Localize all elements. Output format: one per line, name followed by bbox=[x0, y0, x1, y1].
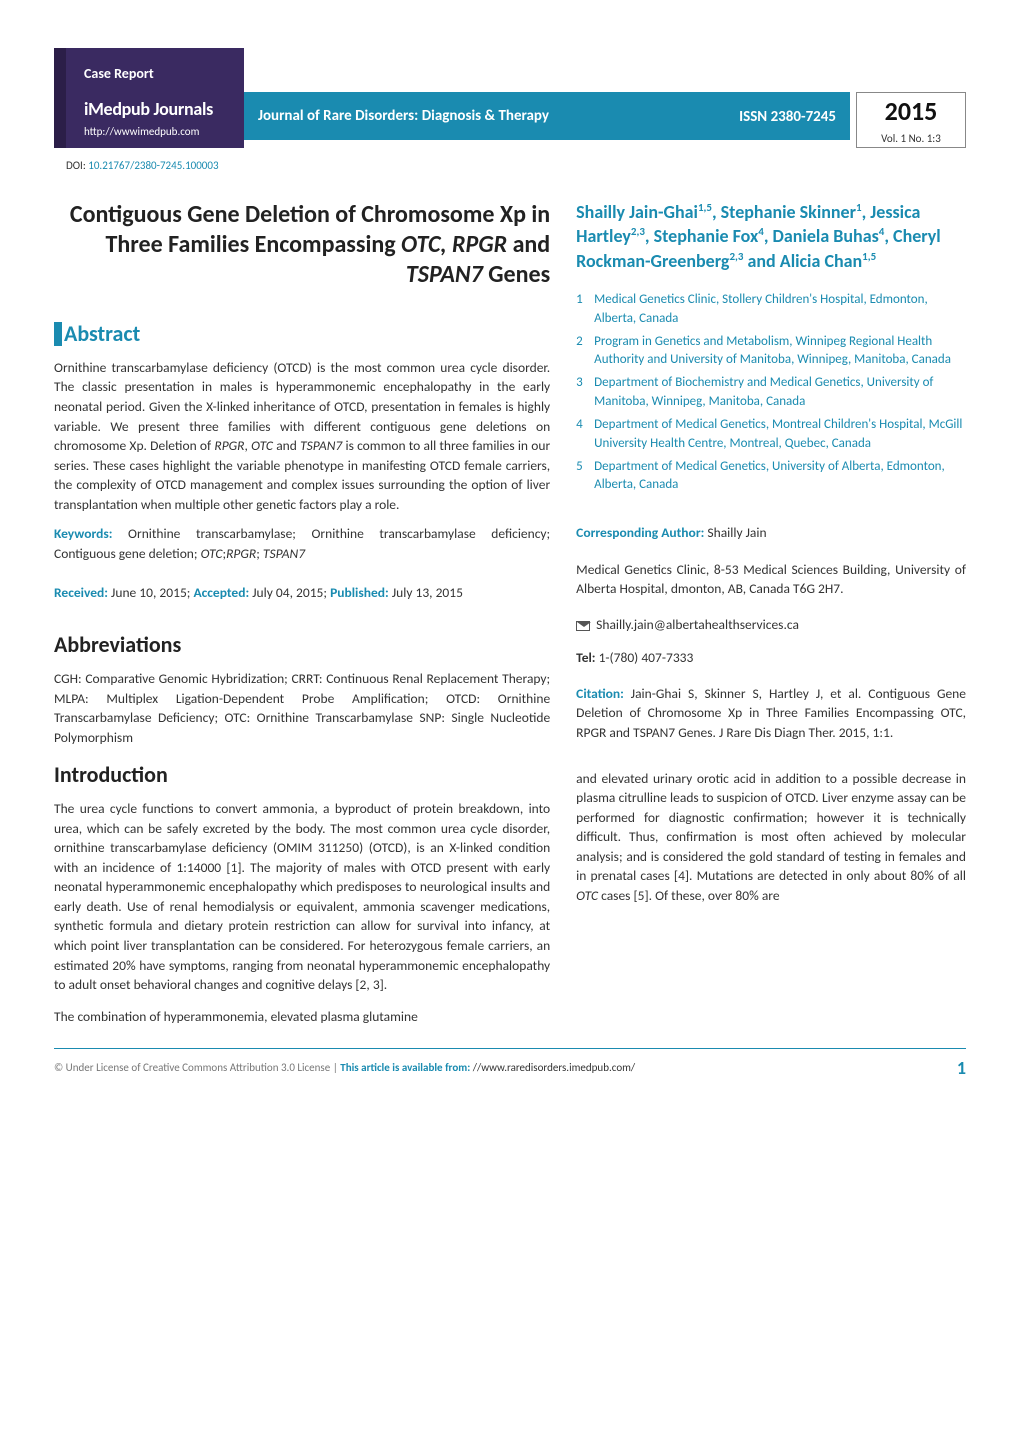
received-label: Received: bbox=[54, 584, 108, 601]
affiliation-item: 1Medical Genetics Clinic, Stollery Child… bbox=[576, 291, 966, 329]
accepted-label: Accepted: bbox=[193, 584, 249, 601]
availability-url[interactable]: //www.raredisorders.imedpub.com/ bbox=[473, 1061, 635, 1074]
affiliation-text: Program in Genetics and Metabolism, Winn… bbox=[594, 333, 966, 371]
affiliation-number: 5 bbox=[576, 458, 594, 496]
affiliation-item: 4Department of Medical Genetics, Montrea… bbox=[576, 416, 966, 454]
year-box: 2015 Vol. 1 No. 1:3 bbox=[856, 92, 966, 148]
corresponding-name: Shailly Jain bbox=[704, 524, 766, 541]
imedpub-url[interactable]: http://wwwimedpub.com bbox=[84, 124, 226, 140]
received-date: June 10, 2015; bbox=[108, 584, 193, 601]
year: 2015 bbox=[885, 93, 938, 131]
header-row: Case Report iMedpub Journals http://wwwi… bbox=[54, 48, 966, 148]
main-columns: Contiguous Gene Deletion of Chromosome X… bbox=[54, 200, 966, 1026]
imedpub-title: iMedpub Journals bbox=[84, 96, 226, 122]
availability-label: This article is available from: bbox=[340, 1061, 472, 1074]
keywords-text: Ornithine transcarbamylase; Ornithine tr… bbox=[54, 525, 550, 562]
tel-label: Tel: bbox=[576, 649, 595, 666]
affiliation-text: Medical Genetics Clinic, Stollery Childr… bbox=[594, 291, 966, 329]
page-number: 1 bbox=[957, 1055, 966, 1081]
intro-para-2: The combination of hyperammonemia, eleva… bbox=[54, 1007, 550, 1027]
corresponding-tel-row: Tel: 1-(780) 407-7333 bbox=[576, 648, 966, 668]
affiliation-text: Department of Medical Genetics, Montreal… bbox=[594, 416, 966, 454]
abstract-heading: Abstract bbox=[64, 318, 140, 350]
article-title: Contiguous Gene Deletion of Chromosome X… bbox=[54, 200, 550, 290]
case-report-label: Case Report bbox=[54, 48, 244, 90]
page: Case Report iMedpub Journals http://wwwi… bbox=[0, 0, 1020, 1111]
abbreviations-heading: Abbreviations bbox=[54, 629, 550, 661]
affiliation-number: 1 bbox=[576, 291, 594, 329]
authors-list: Shailly Jain-Ghai1,5, Stephanie Skinner1… bbox=[576, 200, 966, 273]
citation-block: Citation: Jain-Ghai S, Skinner S, Hartle… bbox=[576, 684, 966, 743]
right-flow-text: and elevated urinary orotic acid in addi… bbox=[576, 769, 966, 906]
published-date: July 13, 2015 bbox=[389, 584, 463, 601]
license-text: © Under License of Creative Commons Attr… bbox=[54, 1061, 340, 1074]
citation-label: Citation: bbox=[576, 685, 624, 702]
imedpub-box: iMedpub Journals http://wwwimedpub.com bbox=[54, 90, 244, 148]
corresponding-label: Corresponding Author: bbox=[576, 524, 704, 541]
tel-value: 1-(780) 407-7333 bbox=[596, 649, 694, 666]
affiliation-text: Department of Medical Genetics, Universi… bbox=[594, 458, 966, 496]
affiliation-item: 5Department of Medical Genetics, Univers… bbox=[576, 458, 966, 496]
right-column: Shailly Jain-Ghai1,5, Stephanie Skinner1… bbox=[576, 200, 966, 1026]
doi-line: DOI: 10.21767/2380-7245.100003 bbox=[66, 158, 966, 174]
keywords-label: Keywords: bbox=[54, 525, 112, 542]
introduction-heading: Introduction bbox=[54, 759, 550, 791]
keywords-block: Keywords: Ornithine transcarbamylase; Or… bbox=[54, 524, 550, 563]
page-footer: © Under License of Creative Commons Attr… bbox=[54, 1048, 966, 1081]
journal-name: Journal of Rare Disorders: Diagnosis & T… bbox=[258, 106, 739, 128]
abbreviations-body: CGH: Comparative Genomic Hybridization; … bbox=[54, 669, 550, 747]
corresponding-address: Medical Genetics Clinic, 8-53 Medical Sc… bbox=[576, 560, 966, 599]
affiliations-list: 1Medical Genetics Clinic, Stollery Child… bbox=[576, 291, 966, 495]
doi-value[interactable]: 10.21767/2380-7245.100003 bbox=[88, 159, 218, 172]
abstract-tab-accent bbox=[54, 322, 62, 346]
footer-left: © Under License of Creative Commons Attr… bbox=[54, 1060, 635, 1076]
affiliation-text: Department of Biochemistry and Medical G… bbox=[594, 374, 966, 412]
abstract-body: Ornithine transcarbamylase deficiency (O… bbox=[54, 358, 550, 515]
dates-line: Received: June 10, 2015; Accepted: July … bbox=[54, 583, 550, 603]
citation-text: Jain-Ghai S, Skinner S, Hartley J, et al… bbox=[576, 685, 966, 741]
journal-badge: Case Report iMedpub Journals http://wwwi… bbox=[54, 48, 244, 148]
affiliation-number: 4 bbox=[576, 416, 594, 454]
corresponding-block: Corresponding Author: Shailly Jain bbox=[576, 523, 966, 543]
corresponding-email[interactable]: Shailly.jain@albertahealthservices.ca bbox=[596, 616, 799, 633]
affiliation-item: 3Department of Biochemistry and Medical … bbox=[576, 374, 966, 412]
journal-bar: Journal of Rare Disorders: Diagnosis & T… bbox=[244, 92, 850, 140]
affiliation-item: 2Program in Genetics and Metabolism, Win… bbox=[576, 333, 966, 371]
left-column: Contiguous Gene Deletion of Chromosome X… bbox=[54, 200, 550, 1026]
issn: ISSN 2380-7245 bbox=[739, 107, 836, 129]
accepted-date: July 04, 2015; bbox=[249, 584, 330, 601]
affiliation-number: 2 bbox=[576, 333, 594, 371]
email-icon bbox=[576, 621, 590, 631]
doi-label: DOI: bbox=[66, 159, 88, 172]
published-label: Published: bbox=[330, 584, 389, 601]
abstract-heading-row: Abstract bbox=[54, 318, 550, 350]
journal-bar-wrap: Journal of Rare Disorders: Diagnosis & T… bbox=[244, 48, 966, 148]
intro-para-1: The urea cycle functions to convert ammo… bbox=[54, 799, 550, 995]
affiliation-number: 3 bbox=[576, 374, 594, 412]
vol-no: Vol. 1 No. 1:3 bbox=[881, 131, 941, 147]
corresponding-email-row: Shailly.jain@albertahealthservices.ca bbox=[576, 615, 966, 635]
